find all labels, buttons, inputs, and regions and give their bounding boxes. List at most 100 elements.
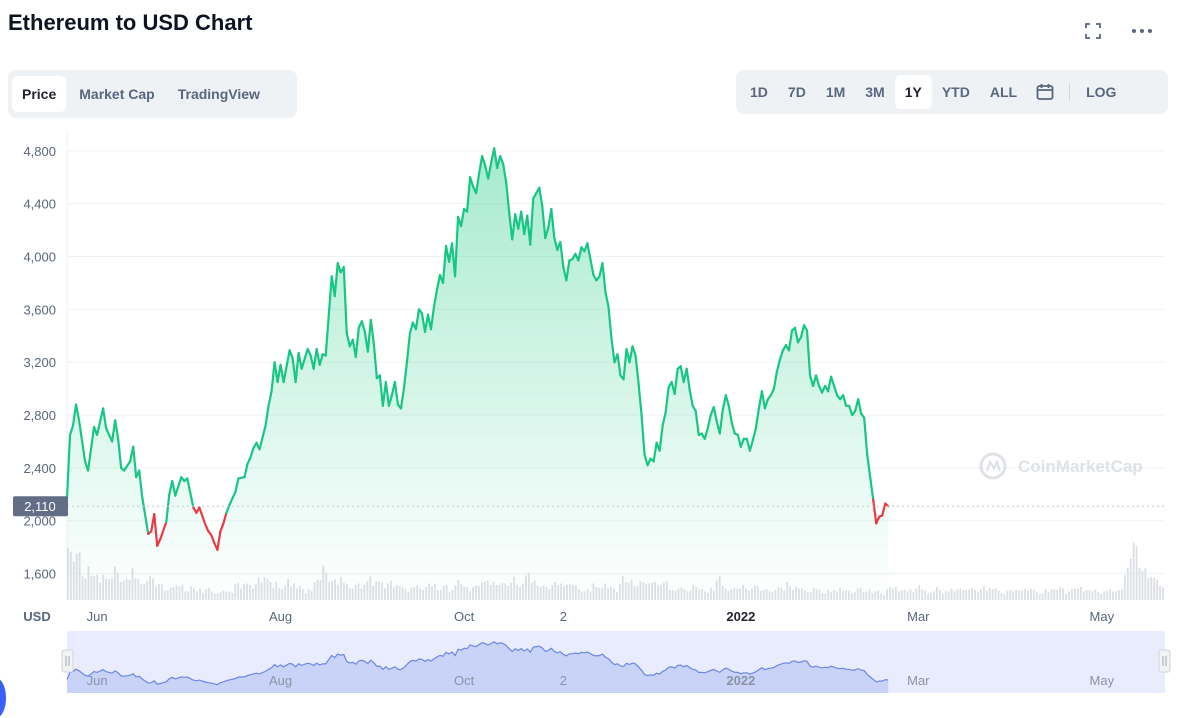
price-segment-up bbox=[727, 404, 733, 425]
price-segment-up bbox=[730, 421, 736, 435]
volume-bar bbox=[997, 590, 1000, 600]
price-segment-up bbox=[631, 345, 637, 357]
fullscreen-icon[interactable] bbox=[1080, 18, 1106, 44]
y-tick-label: 2,400 bbox=[23, 461, 56, 476]
price-segment-up bbox=[312, 347, 318, 370]
range-1m[interactable]: 1M bbox=[825, 84, 846, 100]
calendar-icon[interactable] bbox=[1027, 75, 1063, 109]
price-segment-up bbox=[408, 321, 415, 335]
volume-bar bbox=[959, 588, 962, 600]
volume-bar bbox=[1009, 589, 1012, 600]
volume-bar bbox=[938, 589, 941, 600]
price-segment-up bbox=[294, 351, 300, 384]
volume-bar bbox=[1044, 589, 1047, 600]
price-segment-up bbox=[628, 345, 634, 364]
log-scale-toggle[interactable]: LOG bbox=[1086, 84, 1117, 100]
volume-bar bbox=[1141, 571, 1144, 600]
range-1d[interactable]: 1D bbox=[750, 84, 768, 100]
tab-price[interactable]: Price bbox=[12, 76, 67, 112]
range-7d[interactable]: 7D bbox=[787, 84, 806, 100]
price-segment-up bbox=[345, 332, 351, 348]
volume-bar bbox=[1115, 591, 1117, 600]
volume-bar bbox=[1073, 588, 1076, 600]
price-segment-down bbox=[204, 523, 210, 533]
volume-bar bbox=[1153, 577, 1156, 600]
price-segment-up bbox=[550, 207, 556, 240]
volume-bar bbox=[977, 592, 979, 600]
avatar[interactable] bbox=[0, 678, 6, 718]
price-segment-up bbox=[243, 462, 249, 479]
price-segment-up bbox=[661, 411, 667, 427]
price-segment-up bbox=[270, 361, 276, 393]
chart-type-tabs: Price Market Cap TradingView bbox=[8, 70, 297, 118]
more-icon[interactable] bbox=[1129, 18, 1155, 44]
price-segment-up bbox=[712, 406, 718, 423]
price-segment-up bbox=[141, 495, 150, 536]
navigator-tick-label: 2022 bbox=[726, 673, 755, 688]
price-segment-down bbox=[875, 515, 881, 525]
price-segment-up bbox=[487, 161, 493, 180]
price-chart: 1,600 2,000 2,400 2,800 3,200 3,600 4,000 4,400… bbox=[13, 131, 1171, 693]
price-segment-up bbox=[138, 469, 144, 499]
price-segment-up bbox=[465, 176, 472, 213]
volume-bar bbox=[1123, 574, 1126, 600]
volume-bar bbox=[941, 593, 944, 600]
volume-bar bbox=[971, 587, 974, 600]
price-segment-up bbox=[793, 326, 800, 344]
volume-bar bbox=[1109, 589, 1112, 600]
volume-bar bbox=[933, 591, 935, 600]
price-segment-up bbox=[68, 424, 75, 436]
volume-bar bbox=[956, 589, 959, 600]
y-tick-label: 4,800 bbox=[23, 144, 56, 159]
price-segment-up bbox=[805, 329, 812, 377]
price-segment-up bbox=[186, 477, 195, 509]
price-segment-up bbox=[643, 453, 649, 467]
price-segment-up bbox=[769, 387, 776, 397]
price-segment-up bbox=[589, 258, 595, 277]
volume-bar bbox=[1065, 593, 1068, 600]
volume-bar bbox=[1018, 590, 1021, 600]
price-segment-up bbox=[559, 240, 565, 269]
price-segment-up bbox=[459, 207, 466, 228]
price-segment-up bbox=[399, 387, 406, 410]
price-segment-up bbox=[228, 490, 237, 506]
price-segment-up bbox=[493, 147, 499, 170]
current-price-marker: 2,110 bbox=[13, 496, 68, 517]
price-segment-up bbox=[634, 354, 640, 385]
price-segment-up bbox=[866, 453, 872, 479]
price-segment-up bbox=[505, 181, 511, 215]
price-segment-down bbox=[153, 513, 159, 547]
price-segment-up bbox=[748, 439, 754, 452]
price-segment-down bbox=[210, 534, 216, 545]
volume-bar bbox=[1144, 568, 1147, 600]
range-3m[interactable]: 3M bbox=[865, 84, 885, 100]
tab-tradingview[interactable]: TradingView bbox=[177, 86, 260, 102]
navigator-left-handle[interactable] bbox=[61, 649, 74, 673]
volume-bar bbox=[1024, 589, 1026, 600]
range-ytd[interactable]: YTD bbox=[941, 84, 970, 100]
price-segment-up bbox=[315, 347, 321, 366]
volume-bar bbox=[988, 587, 991, 600]
price-segment-up bbox=[318, 353, 324, 366]
navigator-right-handle[interactable] bbox=[1158, 649, 1171, 673]
price-segment-down bbox=[881, 502, 887, 517]
tab-market-cap[interactable]: Market Cap bbox=[79, 86, 155, 102]
x-axis: Jun Aug Oct 2 2022 Mar May bbox=[87, 609, 1115, 624]
price-segment-up bbox=[544, 226, 550, 240]
price-segment-up bbox=[300, 347, 309, 370]
navigator-tick-label: Aug bbox=[269, 673, 292, 688]
price-segment-up bbox=[95, 407, 105, 436]
price-segment-up bbox=[336, 262, 342, 274]
volume-bar bbox=[1076, 588, 1079, 600]
range-1y[interactable]: 1Y bbox=[894, 75, 932, 109]
price-segment-up bbox=[754, 407, 760, 430]
volume-bar bbox=[1091, 591, 1094, 600]
range-navigator[interactable]: Jun Aug Oct 2 2022 Mar May bbox=[61, 631, 1171, 693]
price-segment-up bbox=[117, 437, 123, 469]
volume-bar bbox=[950, 588, 953, 600]
navigator-tick-label: May bbox=[1090, 673, 1115, 688]
volume-bar bbox=[1085, 589, 1088, 600]
price-segment-up bbox=[86, 425, 96, 472]
price-segment-up bbox=[342, 265, 348, 335]
range-all[interactable]: ALL bbox=[989, 84, 1018, 100]
